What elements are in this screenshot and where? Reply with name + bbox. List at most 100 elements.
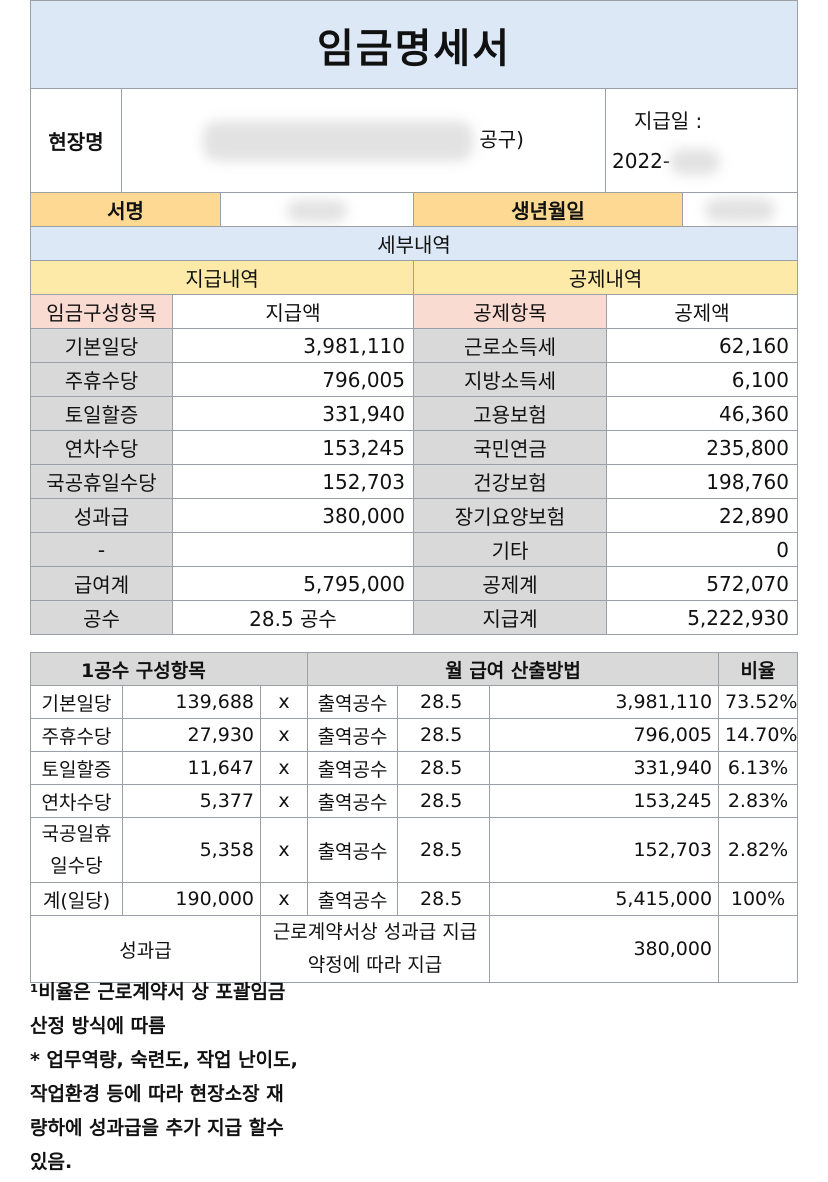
calc-head-method: 월 급여 산출방법 [307, 652, 720, 686]
calc-ratio: 2.83% [718, 784, 799, 818]
pay-item: 토일할증 [30, 396, 173, 431]
table-row: 계(일당) 190,000 x 출역공수 28.5 5,415,000 100% [30, 882, 799, 916]
table-row: - 기타 0 [30, 532, 798, 567]
calc-item: 국공일휴 일수당 [30, 817, 123, 883]
bonus-amount: 380,000 [489, 915, 720, 983]
deduction-item: 국민연금 [413, 430, 607, 465]
table-row: 토일할증 11,647 x 출역공수 28.5 331,940 6.13% [30, 751, 799, 785]
birth-label: 생년월일 [413, 192, 683, 227]
calc-multiply: x [259, 817, 309, 883]
pay-item: 국공휴일수당 [30, 464, 173, 499]
table-row: 급여계 5,795,000 공제계 572,070 [30, 566, 798, 601]
calc-days: 28.5 [397, 751, 491, 785]
calculation-table: 1공수 구성항목 월 급여 산출방법 비율 기본일당 139,688 x 출역공… [29, 652, 799, 983]
bonus-desc-line: 근로계약서상 성과급 지급 [272, 921, 478, 943]
calc-item: 연차수당 [30, 784, 123, 818]
calc-head-items: 1공수 구성항목 [29, 652, 309, 686]
calc-multiply: x [259, 784, 309, 818]
calc-unit: 5,358 [122, 817, 261, 883]
deduction-amount: 198,760 [606, 464, 798, 499]
deduction-item: 장기요양보험 [413, 498, 607, 533]
calc-label: 출역공수 [307, 751, 399, 785]
calc-total: 5,415,000 [489, 882, 720, 916]
redacted-blur [287, 199, 347, 222]
deduction-amount: 46,360 [606, 396, 798, 431]
pay-item: 성과급 [30, 498, 173, 533]
pay-amount: 3,981,110 [172, 328, 414, 363]
table-row: 주휴수당 27,930 x 출역공수 28.5 796,005 14.70% [30, 718, 799, 752]
pay-date: 지급일 : 2022- [604, 88, 799, 193]
pay-deduction-table: 임금구성항목 지급액 공제항목 공제액 기본일당 3,981,110 근로소득세… [30, 294, 798, 635]
calc-unit: 139,688 [122, 685, 261, 719]
details-header: 세부내역 [29, 226, 799, 261]
pay-amount: 152,703 [172, 464, 414, 499]
calc-total: 3,981,110 [489, 685, 720, 719]
pay-item: 주휴수당 [30, 362, 173, 397]
calc-item: 계(일당) [30, 882, 123, 916]
calc-ratio: 14.70% [718, 718, 799, 752]
footnote-line: 산정 방식에 따름 [30, 1015, 166, 1037]
bonus-description: 근로계약서상 성과급 지급 약정에 따라 지급 [259, 915, 491, 983]
calc-total: 331,940 [489, 751, 720, 785]
pay-amount: 28.5 공수 [172, 600, 414, 635]
calc-total: 796,005 [489, 718, 720, 752]
calc-label: 출역공수 [307, 718, 399, 752]
redacted-blur [670, 149, 721, 175]
pay-amount: 153,245 [172, 430, 414, 465]
bonus-ratio-empty [718, 915, 799, 983]
site-name: 공구) [121, 88, 606, 193]
pay-amount: 796,005 [172, 362, 414, 397]
calc-unit: 5,377 [122, 784, 261, 818]
footnote-line: * 업무역량, 숙련도, 작업 난이도, [30, 1049, 298, 1071]
footnote-line: 있음. [30, 1151, 73, 1173]
table-row: 성과급 380,000 장기요양보험 22,890 [30, 498, 798, 533]
calc-unit: 190,000 [122, 882, 261, 916]
table-row: 주휴수당 796,005 지방소득세 6,100 [30, 362, 798, 397]
col-deduction-item: 공제항목 [413, 294, 607, 329]
deduction-item: 건강보험 [413, 464, 607, 499]
deduction-item: 공제계 [413, 566, 607, 601]
calc-multiply: x [259, 882, 309, 916]
deduction-amount: 5,222,930 [606, 600, 798, 635]
document-title: 임금명세서 [29, 0, 799, 89]
pay-amount: 331,940 [172, 396, 414, 431]
deduction-header: 공제내역 [412, 260, 799, 295]
calc-days: 28.5 [397, 718, 491, 752]
calc-total: 152,703 [489, 817, 720, 883]
birth-field [681, 192, 799, 227]
pay-item: 연차수당 [30, 430, 173, 465]
calc-label: 출역공수 [307, 685, 399, 719]
deduction-amount: 572,070 [606, 566, 798, 601]
calc-unit: 11,647 [122, 751, 261, 785]
pay-item: 기본일당 [30, 328, 173, 363]
payment-header: 지급내역 [30, 260, 414, 295]
calc-item-line: 일수당 [50, 855, 103, 877]
calc-unit: 27,930 [122, 718, 261, 752]
calc-ratio: 73.52% [718, 685, 799, 719]
table-row: 기본일당 3,981,110 근로소득세 62,160 [30, 328, 798, 363]
bonus-row: 성과급 근로계약서상 성과급 지급 약정에 따라 지급 380,000 [30, 915, 799, 983]
calc-item-line: 국공일휴 [41, 823, 112, 845]
calc-total: 153,245 [489, 784, 720, 818]
pay-date-value: 2022- [612, 141, 789, 181]
pay-statement: 임금명세서 현장명 공구) 지급일 : 2022- 서명 생년월일 [29, 0, 799, 983]
signature-label: 서명 [30, 192, 221, 227]
table-row: 국공일휴 일수당 5,358 x 출역공수 28.5 152,703 2.82% [30, 817, 799, 883]
table-row: 국공휴일수당 152,703 건강보험 198,760 [30, 464, 798, 499]
bonus-desc-line: 약정에 따라 지급 [307, 954, 443, 976]
table-row: 공수 28.5 공수 지급계 5,222,930 [30, 600, 798, 635]
site-name-visible: 공구) [479, 127, 524, 151]
calc-item: 주휴수당 [30, 718, 123, 752]
col-pay-item: 임금구성항목 [30, 294, 173, 329]
signature-field [220, 192, 414, 227]
footnote-line: 작업환경 등에 따라 현장소장 재 [30, 1083, 284, 1105]
calc-item: 토일할증 [30, 751, 123, 785]
calc-item: 기본일당 [30, 685, 123, 719]
calc-days: 28.5 [397, 784, 491, 818]
calc-days: 28.5 [397, 817, 491, 883]
redacted-blur [705, 198, 775, 223]
redacted-blur [203, 120, 474, 161]
pay-item: 공수 [30, 600, 173, 635]
deduction-amount: 235,800 [606, 430, 798, 465]
table-row: 토일할증 331,940 고용보험 46,360 [30, 396, 798, 431]
